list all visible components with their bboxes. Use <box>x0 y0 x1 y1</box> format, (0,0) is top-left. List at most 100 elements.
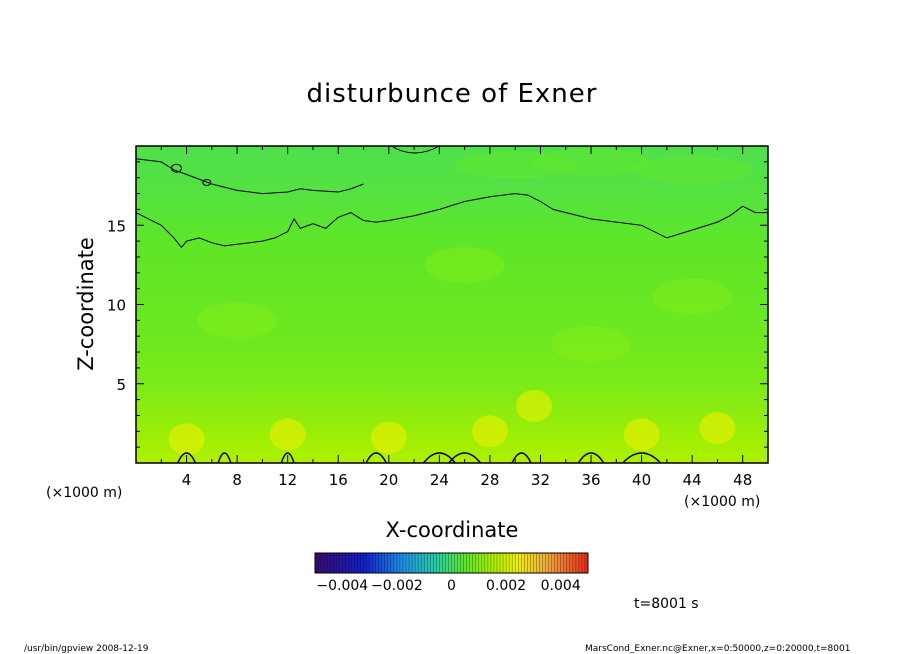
colorbar-cell <box>339 553 343 573</box>
colorbar-cell <box>466 553 470 573</box>
field-blob <box>471 415 508 448</box>
colorbar-cell <box>551 553 555 573</box>
colorbar-cell <box>545 553 549 573</box>
colorbar-cell <box>363 553 367 573</box>
colorbar-cell <box>515 553 519 573</box>
time-label: t=8001 s <box>634 596 699 612</box>
colorbar-cell <box>351 553 355 573</box>
colorbar-cell <box>360 553 364 573</box>
contour-bottom <box>217 452 232 463</box>
contour-bottom <box>511 452 532 463</box>
colorbar-cell <box>578 553 583 573</box>
field-blob <box>197 302 278 339</box>
field-blob <box>168 423 205 456</box>
colorbar-frame <box>314 552 589 574</box>
colorbar-cell <box>454 553 458 573</box>
contour-bottom <box>622 452 662 463</box>
colorbar-cell <box>384 553 389 573</box>
colorbar-cell <box>336 553 340 573</box>
colorbar-cell <box>424 553 428 573</box>
colorbar-cell <box>433 553 437 573</box>
plot-area <box>135 145 769 464</box>
x-tick-label: 36 <box>581 471 600 489</box>
colorbar-cell <box>557 553 561 573</box>
colorbar-tick-label: 0 <box>447 578 456 594</box>
contour-top <box>136 158 364 195</box>
field-blob <box>269 418 306 451</box>
colorbar-cell <box>530 553 534 573</box>
x-tick-label: 32 <box>531 471 550 489</box>
colorbar-cell <box>439 553 443 573</box>
x-tick-label: 48 <box>733 471 752 489</box>
y-axis-label: Z-coordinate <box>74 237 98 371</box>
colorbar-cell <box>421 553 425 573</box>
colorbar-cell <box>345 553 349 573</box>
colorbar-cell <box>533 553 537 573</box>
colorbar-cell <box>560 553 565 573</box>
colorbar: −0.004 −0.002 0 0.002 0.004 <box>314 552 589 594</box>
x-axis-label: X-coordinate <box>386 518 519 542</box>
colorbar-cell <box>524 553 528 573</box>
colorbar-cell <box>509 553 513 573</box>
colorbar-cell <box>448 553 452 573</box>
colorbar-cell <box>481 553 486 573</box>
colorbar-cell <box>390 553 395 573</box>
colorbar-cell <box>569 553 574 573</box>
colorbar-cell <box>402 553 407 573</box>
colorbar-cell <box>490 553 495 573</box>
colorbar-cell <box>518 553 522 573</box>
colorbar-cell <box>506 553 510 573</box>
x-unit-left: (×1000 m) <box>46 485 122 501</box>
contour-bottom <box>280 452 295 463</box>
colorbar-cell <box>318 553 322 573</box>
colorbar-cell <box>378 553 383 573</box>
x-axis: 4 8 12 16 20 24 28 32 36 40 44 48 <box>160 146 769 489</box>
colorbar-cell <box>497 553 501 573</box>
contour-bottom <box>177 452 197 463</box>
colorbar-cell <box>357 553 361 573</box>
field-blob <box>623 418 660 451</box>
colorbar-cell <box>430 553 434 573</box>
x-unit-right: (×1000 m) <box>684 494 760 510</box>
colorbar-cell <box>375 553 379 573</box>
colorbar-cell <box>330 553 334 573</box>
colorbar-cell <box>315 553 319 573</box>
field-blob <box>699 412 736 445</box>
y-tick-label: 5 <box>116 376 126 394</box>
colorbar-cell <box>581 553 586 573</box>
colorbar-cell <box>415 553 419 573</box>
colorbar-cell <box>393 553 398 573</box>
colorbar-cell <box>463 553 467 573</box>
colorbar-cell <box>445 553 449 573</box>
colorbar-labels: −0.004 −0.002 0 0.002 0.004 <box>316 578 580 594</box>
colorbar-cell <box>366 553 370 573</box>
colorbar-cell <box>348 553 352 573</box>
footer-left: /usr/bin/gpview 2008-12-19 <box>24 644 149 654</box>
colorbar-cell <box>321 553 325 573</box>
colorbar-cell <box>554 553 558 573</box>
y-tick-label: 10 <box>107 297 126 315</box>
contour-upper <box>136 193 768 249</box>
contour-bottom <box>448 452 482 463</box>
colorbar-cell <box>381 553 386 573</box>
colorbar-cell <box>418 553 422 573</box>
x-tick-label: 8 <box>232 471 242 489</box>
colorbar-cell <box>472 553 477 573</box>
colorbar-cell <box>399 553 404 573</box>
x-tick-label: 28 <box>480 471 499 489</box>
colorbar-cell <box>333 553 337 573</box>
colorbar-cell <box>412 553 416 573</box>
colorbar-stripes <box>314 553 589 573</box>
colorbar-cell <box>469 553 474 573</box>
colorbar-tick-label: −0.004 <box>316 578 368 594</box>
contour-top-edge <box>391 146 440 154</box>
field-variations <box>168 147 753 456</box>
colorbar-cell <box>584 553 589 573</box>
colorbar-cell <box>478 553 483 573</box>
colorbar-cell <box>539 553 543 573</box>
x-tick-label: 16 <box>329 471 348 489</box>
colorbar-cell <box>521 553 525 573</box>
colorbar-cell <box>387 553 392 573</box>
colorbar-cell <box>327 553 331 573</box>
colorbar-cell <box>536 553 540 573</box>
